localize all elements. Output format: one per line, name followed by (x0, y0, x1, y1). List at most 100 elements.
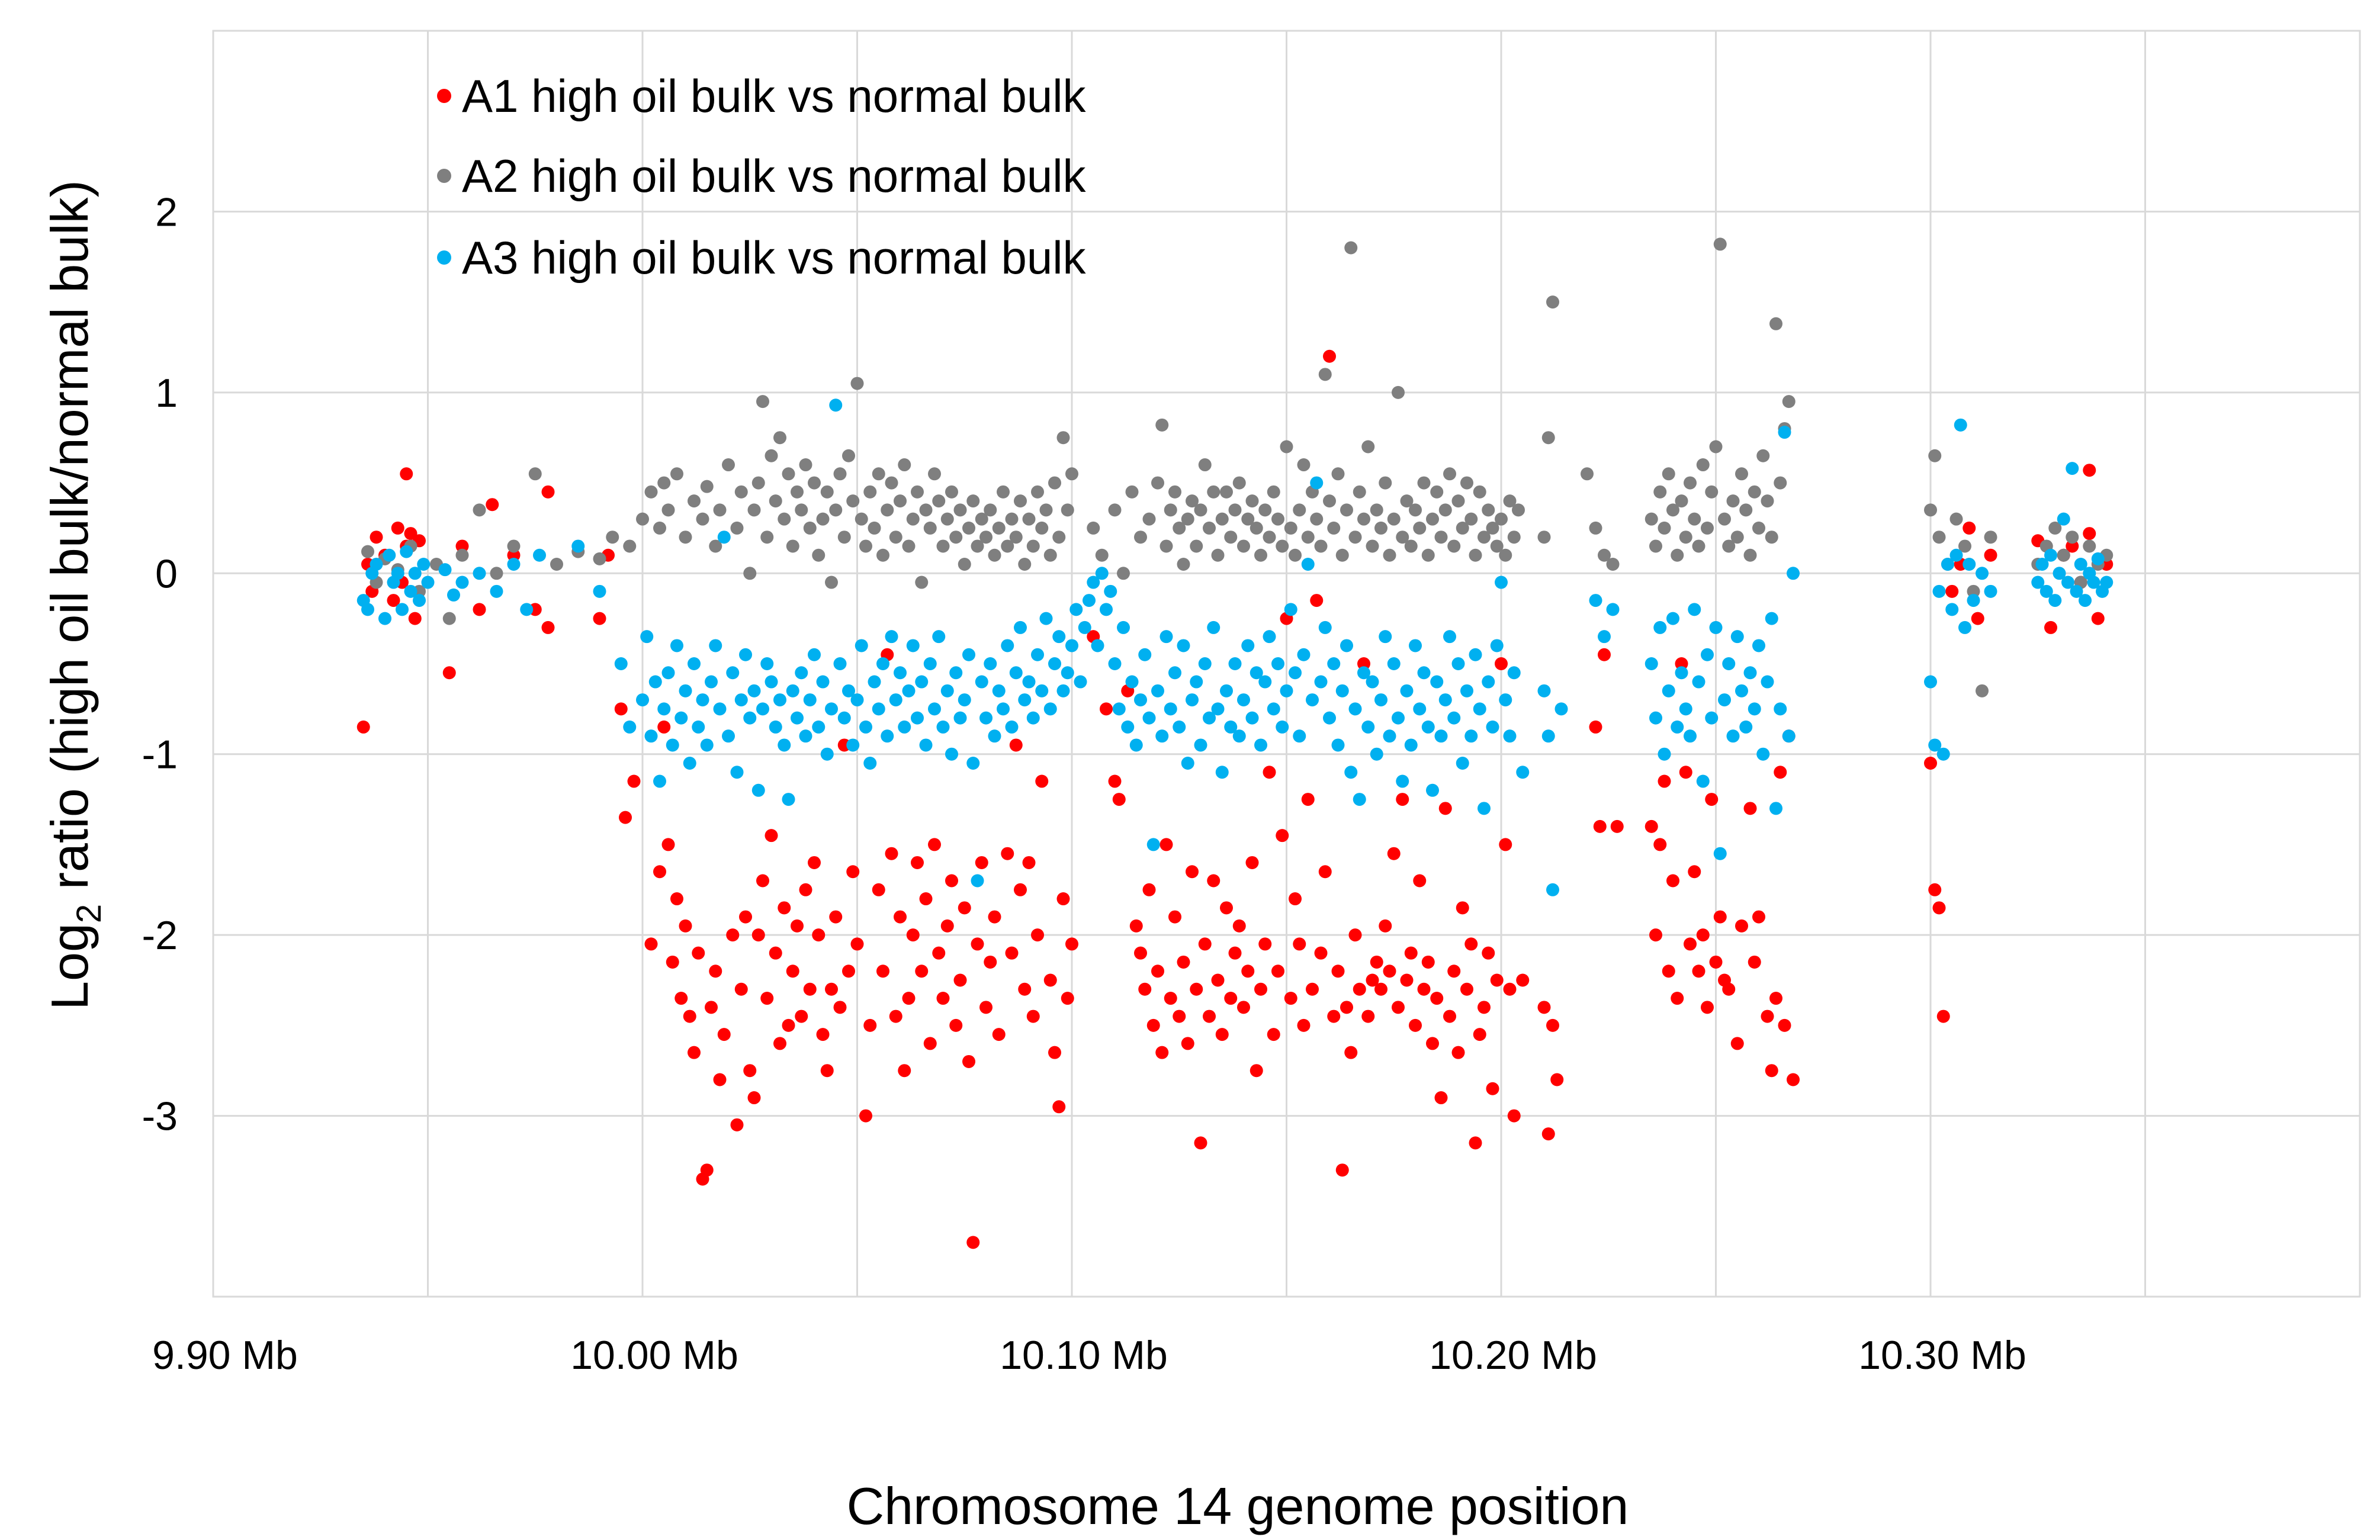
data-point (1413, 702, 1427, 716)
data-point (850, 693, 864, 707)
data-point (1220, 684, 1233, 697)
data-point (1173, 521, 1186, 535)
data-point (692, 720, 705, 734)
data-point (614, 657, 628, 670)
data-point (842, 684, 855, 697)
data-point (1301, 558, 1315, 571)
data-point (936, 539, 950, 553)
data-point (683, 756, 696, 770)
data-point (1087, 576, 1100, 589)
data-point (1146, 1018, 1160, 1032)
data-point (966, 494, 980, 508)
data-point (1353, 793, 1366, 806)
data-point (1267, 485, 1280, 499)
data-point (1310, 512, 1324, 526)
data-point (876, 964, 889, 978)
data-point (1190, 675, 1203, 689)
data-point (717, 1028, 731, 1041)
data-point (533, 548, 546, 562)
data-point (1713, 910, 1727, 924)
data-point (992, 684, 1006, 697)
data-point (1048, 657, 1061, 670)
data-point (507, 558, 521, 571)
data-point (1756, 449, 1770, 462)
data-point (1318, 865, 1332, 879)
data-point (769, 946, 782, 960)
data-point (1932, 531, 1946, 544)
data-point (911, 711, 924, 725)
data-point (1478, 802, 1491, 815)
data-point (2079, 594, 2092, 607)
data-point (1091, 639, 1104, 652)
data-point (1142, 883, 1156, 896)
data-point (734, 485, 748, 499)
data-point (820, 747, 834, 761)
data-point (863, 1018, 877, 1032)
data-point (799, 458, 812, 472)
data-point (842, 964, 855, 978)
data-point (1537, 684, 1551, 697)
data-point (747, 503, 761, 517)
data-point (1443, 1009, 1456, 1023)
data-point (1752, 639, 1765, 652)
data-point (1198, 937, 1212, 951)
data-point (1778, 1018, 1791, 1032)
data-point (1035, 521, 1049, 535)
data-point (1293, 937, 1306, 951)
data-point (1052, 531, 1066, 544)
data-point (795, 1009, 808, 1023)
data-point (1688, 603, 1701, 616)
legend-marker (437, 89, 451, 103)
data-point (1769, 802, 1782, 815)
data-point (1705, 711, 1719, 725)
legend: A1 high oil bulk vs normal bulk A2 high o… (437, 70, 1087, 284)
data-point (984, 657, 997, 670)
data-point (657, 702, 671, 716)
data-point (1245, 494, 1259, 508)
data-point (932, 946, 946, 960)
data-point (1271, 964, 1284, 978)
data-point (2083, 464, 2096, 477)
data-point (1649, 539, 1662, 553)
data-point (1267, 1028, 1280, 1041)
data-point (1074, 675, 1087, 689)
legend-label: A2 high oil bulk vs normal bulk (462, 150, 1087, 202)
data-point (1692, 964, 1705, 978)
data-point (1344, 1046, 1358, 1059)
data-point (1932, 584, 1946, 598)
data-point (696, 693, 709, 707)
data-point (2048, 521, 2062, 535)
data-point (2044, 620, 2057, 634)
data-point (1696, 928, 1710, 942)
data-point (1112, 702, 1126, 716)
data-point (971, 539, 984, 553)
data-point (1142, 512, 1156, 526)
data-point (1335, 684, 1349, 697)
data-point (872, 702, 885, 716)
data-point (1198, 657, 1212, 670)
data-point (889, 693, 902, 707)
data-point (1451, 494, 1465, 508)
data-point (1421, 548, 1435, 562)
data-point (1464, 512, 1478, 526)
data-point (816, 1028, 830, 1041)
data-point (1469, 1136, 1482, 1150)
data-point (666, 738, 679, 752)
data-point (1443, 467, 1456, 481)
data-point (760, 992, 774, 1005)
data-point (1735, 919, 1748, 933)
data-point (1675, 657, 1688, 670)
data-point (1043, 973, 1057, 987)
data-point (760, 531, 774, 544)
data-point (1426, 783, 1439, 797)
data-point (799, 883, 812, 896)
data-point (1593, 819, 1607, 833)
data-point (855, 639, 868, 652)
data-point (1606, 558, 1620, 571)
data-point (1512, 503, 1525, 517)
data-point (1014, 883, 1027, 896)
data-point (1396, 774, 1409, 788)
data-point (1198, 458, 1212, 472)
data-point (833, 467, 847, 481)
data-point (820, 1064, 834, 1078)
